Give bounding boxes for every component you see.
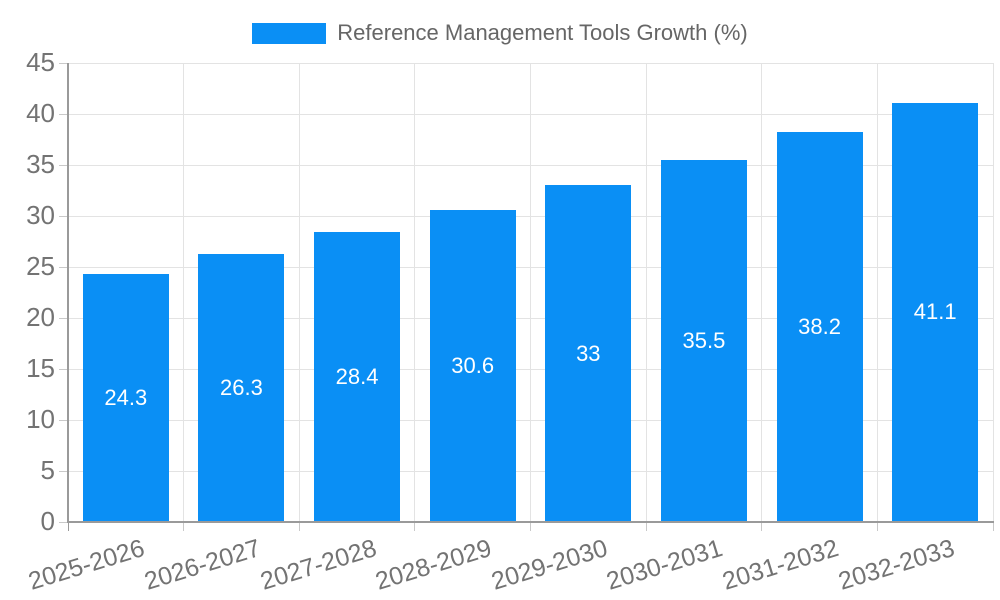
x-gridline [298,63,300,522]
y-axis-tick-label: 35 [26,149,55,179]
y-axis-tick-label: 15 [26,353,55,383]
x-gridline [414,63,416,522]
bar-value-label: 30.6 [451,352,495,378]
bar[interactable]: 33 [545,185,632,522]
x-tick [183,522,185,531]
x-tick [992,522,994,531]
x-axis-tick-label: 2028-2029 [372,534,495,596]
y-axis-tick-label: 40 [26,98,55,128]
x-axis-tick-label: 2027-2028 [256,534,380,596]
x-tick [530,522,531,531]
x-tick [414,522,416,531]
bar[interactable]: 41.1 [892,102,979,522]
y-tick [59,113,68,115]
y-axis-tick-label: 5 [40,455,55,485]
bar-value-label: 24.3 [104,385,148,411]
x-gridline [645,63,647,522]
x-gridline [530,63,531,522]
x-gridline [183,63,185,522]
x-axis-tick-label: 2030-2031 [603,534,727,596]
bar-value-label: 38.2 [798,314,841,340]
x-gridline [761,63,763,522]
bar[interactable]: 35.5 [660,159,747,522]
y-tick [59,317,68,319]
bar-value-label: 35.5 [682,327,726,353]
x-tick [761,522,763,531]
x-axis-tick-label: 2032-2033 [834,534,958,596]
bar[interactable]: 26.3 [198,253,285,522]
y-axis-tick-label: 10 [26,404,55,434]
x-axis-line [67,521,994,523]
legend[interactable]: Reference Management Tools Growth (%) [0,20,1000,46]
y-tick [59,266,68,268]
y-tick [59,62,68,64]
bar-value-label: 33 [576,340,601,366]
bar-value-label: 26.3 [220,374,263,400]
bar[interactable]: 30.6 [429,209,516,522]
bar-value-label: 28.4 [335,364,379,390]
y-tick [59,215,68,217]
y-axis-tick-label: 30 [26,200,55,230]
x-axis-tick-label: 2025-2026 [25,534,148,596]
x-tick [645,522,647,531]
x-tick [876,522,878,531]
y-axis-tick-label: 0 [40,506,55,536]
y-axis-line [67,63,69,523]
legend-swatch-icon [252,22,327,44]
y-axis-tick-label: 25 [26,251,55,281]
y-tick [59,368,68,370]
bar[interactable]: 38.2 [776,132,863,522]
y-tick [59,164,68,166]
x-tick [67,522,69,531]
x-axis-tick-label: 2026-2027 [141,534,264,596]
y-axis-tick-label: 20 [26,302,55,332]
y-axis-tick-label: 45 [26,47,55,77]
y-tick [59,470,68,472]
x-gridline [992,63,994,522]
legend-label: Reference Management Tools Growth (%) [337,20,748,45]
y-tick [59,419,68,421]
x-axis-tick-label: 2031-2032 [719,534,842,596]
x-gridline [876,63,878,522]
x-tick [298,522,300,531]
bar[interactable]: 28.4 [314,232,401,522]
x-axis-tick-label: 2029-2030 [487,534,611,596]
y-tick [59,521,68,523]
bar-value-label: 41.1 [913,299,957,325]
bar[interactable]: 24.3 [82,274,169,522]
